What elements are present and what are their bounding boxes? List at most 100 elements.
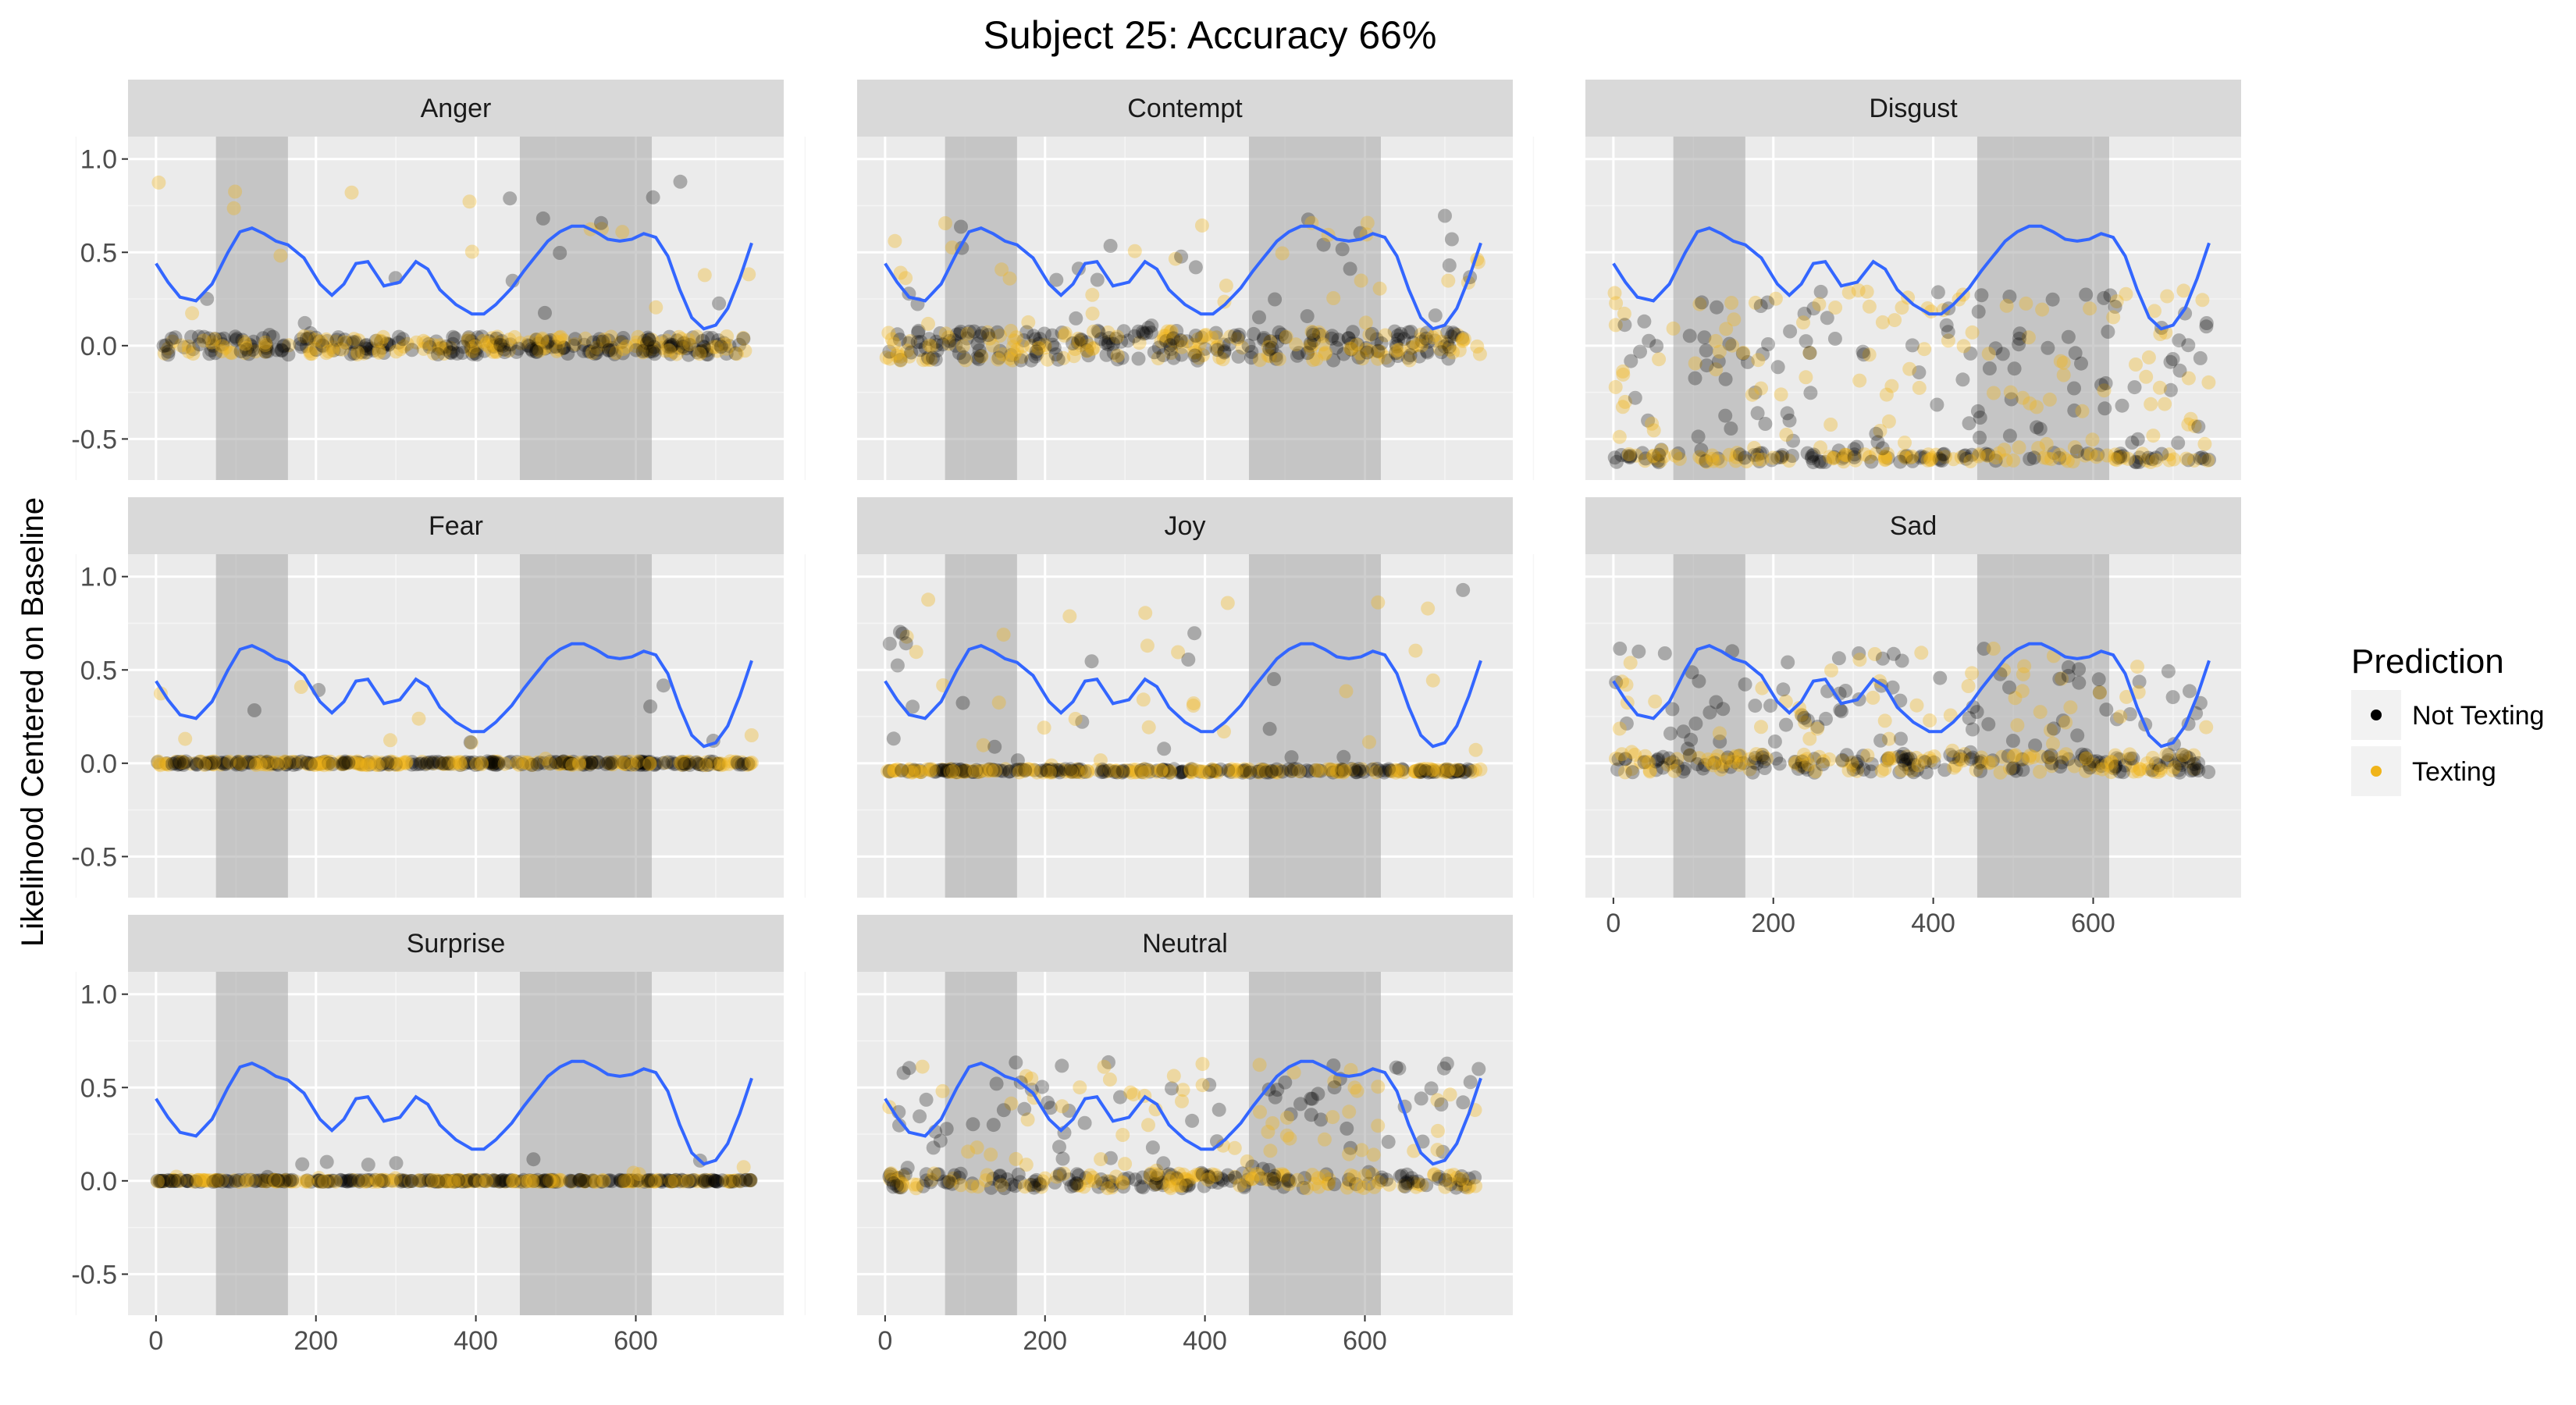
point-texting: [1275, 246, 1290, 261]
point-texting: [1621, 447, 1636, 461]
point-not-texting: [521, 339, 536, 354]
point-texting: [613, 755, 628, 770]
point-not-texting: [1895, 653, 1909, 668]
point-not-texting: [1750, 447, 1765, 462]
point-not-texting: [246, 334, 261, 349]
point-texting: [1371, 1080, 1386, 1094]
point-not-texting: [1391, 763, 1406, 778]
point-texting: [2087, 757, 2101, 772]
point-not-texting: [1718, 408, 1733, 423]
point-not-texting: [1139, 325, 1154, 340]
point-not-texting: [604, 343, 619, 357]
point-not-texting: [1395, 762, 1410, 777]
point-texting: [1237, 764, 1252, 779]
point-texting: [254, 757, 268, 772]
point-not-texting: [933, 1133, 948, 1148]
point-not-texting: [358, 339, 373, 354]
point-not-texting: [1151, 340, 1166, 355]
point-texting: [1208, 1168, 1222, 1183]
point-texting: [2067, 440, 2082, 455]
point-not-texting: [712, 296, 727, 311]
point-not-texting: [1052, 1140, 1066, 1154]
point-texting: [589, 340, 604, 355]
point-not-texting: [649, 756, 664, 771]
point-not-texting: [1284, 763, 1299, 778]
point-not-texting: [217, 331, 231, 346]
point-not-texting: [1806, 447, 1821, 462]
point-not-texting: [1241, 338, 1256, 353]
point-not-texting: [1406, 335, 1420, 350]
point-not-texting: [2081, 757, 2096, 772]
point-not-texting: [1267, 672, 1281, 686]
point-texting: [1407, 764, 1422, 779]
point-texting: [532, 343, 547, 358]
point-not-texting: [2199, 319, 2214, 334]
point-texting: [2058, 715, 2073, 730]
point-not-texting: [2189, 761, 2204, 776]
point-not-texting: [642, 332, 656, 347]
point-texting: [1329, 763, 1343, 777]
point-not-texting: [322, 756, 336, 770]
point-texting: [151, 1174, 165, 1189]
point-texting: [1965, 666, 1980, 681]
point-not-texting: [1155, 765, 1170, 780]
point-not-texting: [299, 339, 314, 354]
point-not-texting: [634, 756, 648, 771]
point-not-texting: [1316, 237, 1331, 252]
point-texting: [1840, 448, 1855, 463]
point-texting: [2109, 294, 2124, 309]
point-texting: [205, 335, 219, 350]
shaded-interval: [1976, 554, 2109, 898]
point-not-texting: [1027, 763, 1042, 777]
point-texting: [1456, 334, 1471, 348]
point-texting: [426, 346, 441, 361]
point-texting: [978, 763, 993, 778]
point-texting: [530, 342, 545, 357]
point-texting: [1315, 329, 1330, 343]
point-not-texting: [1040, 763, 1055, 777]
point-texting: [1920, 453, 1935, 468]
point-not-texting: [486, 755, 500, 770]
point-not-texting: [941, 763, 956, 778]
point-not-texting: [1414, 764, 1429, 779]
point-texting: [922, 338, 937, 353]
point-texting: [551, 756, 566, 771]
point-texting: [157, 346, 172, 361]
point-texting: [2201, 375, 2216, 389]
point-not-texting: [455, 346, 470, 361]
point-texting: [1440, 764, 1455, 779]
point-texting: [987, 763, 1002, 778]
point-texting: [354, 757, 368, 772]
point-not-texting: [509, 344, 524, 359]
point-texting: [636, 338, 651, 353]
point-not-texting: [1780, 406, 1795, 421]
point-not-texting: [663, 337, 678, 352]
point-not-texting: [970, 763, 984, 777]
point-texting: [467, 339, 482, 354]
point-texting: [392, 757, 407, 772]
point-not-texting: [605, 755, 620, 770]
point-not-texting: [991, 350, 1006, 365]
point-texting: [475, 333, 490, 348]
point-texting: [913, 765, 928, 779]
point-not-texting: [1074, 333, 1089, 347]
point-texting: [1343, 341, 1357, 356]
point-texting: [2129, 357, 2143, 372]
point-texting: [466, 344, 481, 359]
point-not-texting: [647, 343, 662, 357]
point-not-texting: [1026, 329, 1041, 343]
point-not-texting: [1204, 763, 1219, 778]
point-texting: [892, 763, 907, 777]
point-texting: [616, 756, 631, 771]
point-not-texting: [2090, 754, 2105, 769]
point-texting: [1971, 449, 1986, 464]
point-not-texting: [1210, 343, 1225, 357]
point-not-texting: [1756, 347, 1770, 361]
point-not-texting: [456, 340, 471, 354]
point-not-texting: [1649, 339, 1664, 354]
point-texting: [201, 756, 216, 770]
point-texting: [728, 754, 743, 769]
point-not-texting: [696, 1173, 710, 1188]
point-texting: [1022, 762, 1037, 777]
point-texting: [1628, 748, 1642, 762]
